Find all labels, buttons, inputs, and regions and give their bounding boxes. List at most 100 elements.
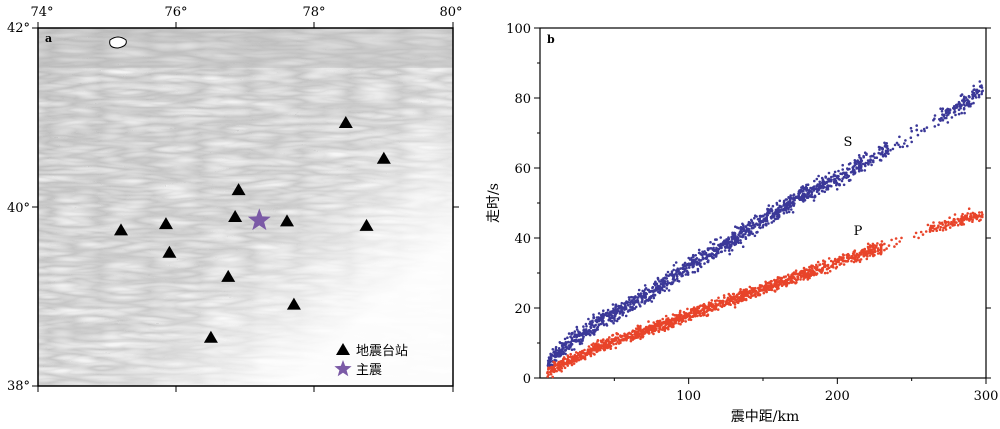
data-point <box>617 307 621 310</box>
data-point <box>810 191 814 194</box>
data-point <box>764 222 768 226</box>
data-point <box>644 293 647 297</box>
data-point <box>634 327 638 331</box>
data-point <box>962 97 966 101</box>
data-point <box>823 190 827 194</box>
data-point <box>827 257 831 260</box>
data-point <box>666 317 670 320</box>
data-point <box>865 257 869 261</box>
data-point <box>826 178 830 181</box>
data-point <box>554 355 558 358</box>
data-point <box>736 236 740 240</box>
data-point <box>563 366 567 370</box>
data-point <box>658 280 661 283</box>
data-point <box>564 342 568 346</box>
data-point <box>789 194 792 197</box>
data-point <box>810 271 814 275</box>
data-point <box>754 292 757 296</box>
data-point <box>578 331 582 334</box>
data-point <box>611 303 615 306</box>
data-point <box>606 346 609 350</box>
data-point <box>815 273 818 276</box>
data-point <box>832 173 836 176</box>
data-point <box>838 183 841 186</box>
data-point <box>862 154 865 158</box>
data-point <box>972 212 975 215</box>
data-point <box>755 215 758 218</box>
data-point <box>698 251 701 255</box>
data-point <box>962 223 966 226</box>
data-point <box>754 286 757 290</box>
data-point <box>975 91 979 94</box>
data-point <box>684 273 688 276</box>
data-point <box>735 295 739 298</box>
data-point <box>679 267 682 270</box>
data-point <box>562 363 565 367</box>
map-panel: a 74° 76° 78° 80° 42° 40° 38° <box>7 5 463 394</box>
data-point <box>754 295 758 298</box>
mainshock-star <box>247 208 271 231</box>
data-point <box>723 296 726 299</box>
data-point <box>775 201 779 205</box>
data-point <box>875 156 879 159</box>
data-point <box>671 324 674 328</box>
scatter-points <box>546 80 984 379</box>
data-point <box>790 277 793 280</box>
data-point <box>733 239 737 242</box>
data-point <box>765 215 768 219</box>
data-point <box>692 259 696 263</box>
data-point <box>666 280 669 283</box>
data-point <box>714 238 717 241</box>
data-point <box>582 351 585 355</box>
data-point <box>953 213 957 216</box>
data-point <box>861 251 864 254</box>
lon-tick-label: 74° <box>30 5 53 20</box>
data-point <box>974 96 978 99</box>
data-point <box>883 141 886 145</box>
data-point <box>912 235 916 239</box>
data-point <box>632 298 636 301</box>
data-point <box>609 347 612 351</box>
data-point <box>893 245 896 248</box>
data-point <box>687 266 691 269</box>
data-point <box>580 342 584 345</box>
data-point <box>739 225 743 229</box>
data-point <box>614 314 617 318</box>
data-point <box>643 302 646 305</box>
data-point <box>584 328 588 331</box>
data-point <box>634 300 638 304</box>
series-P-points <box>546 207 984 379</box>
data-point <box>768 209 772 212</box>
data-point <box>941 113 944 116</box>
data-point <box>879 251 883 254</box>
data-point <box>950 220 953 224</box>
data-point <box>642 290 646 293</box>
data-point <box>732 235 735 239</box>
data-point <box>822 259 825 263</box>
data-point <box>756 291 760 294</box>
data-point <box>570 342 574 346</box>
data-point <box>691 315 695 319</box>
data-point <box>806 269 810 272</box>
data-point <box>591 329 595 332</box>
data-point <box>571 355 575 359</box>
data-point <box>978 80 982 83</box>
data-point <box>627 309 630 312</box>
data-point <box>959 106 962 110</box>
data-point <box>657 330 661 334</box>
data-point <box>743 294 746 298</box>
data-point <box>724 242 728 245</box>
data-point <box>775 215 779 218</box>
data-point <box>723 304 726 308</box>
data-point <box>843 259 846 263</box>
data-point <box>581 339 584 342</box>
data-point <box>946 107 949 111</box>
y-axis: 0 20 40 60 80 100 <box>506 22 991 387</box>
data-point <box>777 283 781 287</box>
data-point <box>782 203 786 207</box>
data-point <box>953 223 956 227</box>
data-point <box>812 189 816 192</box>
data-point <box>670 270 674 273</box>
data-point <box>661 317 664 321</box>
data-point <box>585 352 589 355</box>
